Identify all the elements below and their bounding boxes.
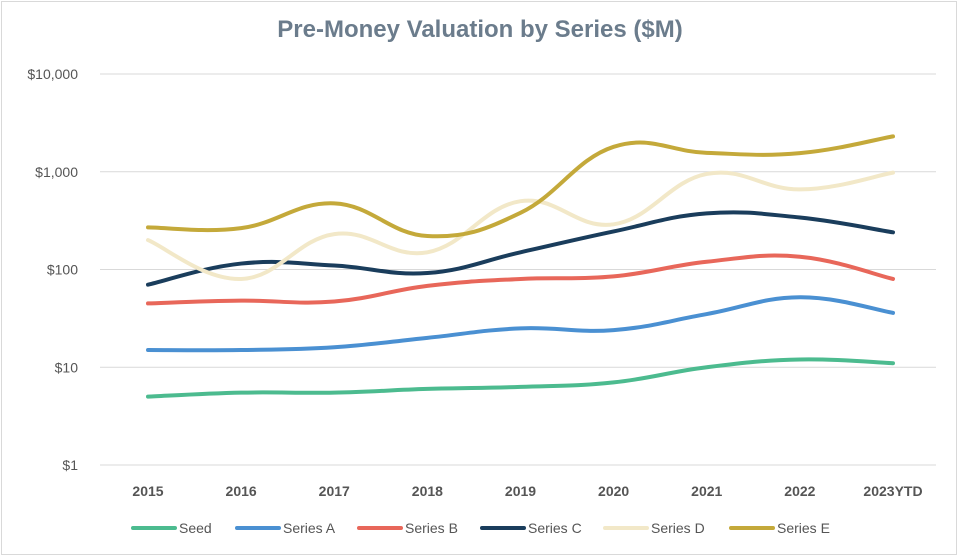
legend-label-seed: Seed	[179, 520, 212, 536]
series-line-series-b	[146, 253, 895, 306]
legend-label-series-e: Series E	[777, 520, 830, 536]
y-tick-label: $1	[62, 457, 78, 473]
y-tick-label: $10	[55, 359, 79, 375]
legend-label-series-b: Series B	[405, 520, 458, 536]
x-tick-label: 2023YTD	[863, 483, 922, 499]
x-tick-label: 2017	[319, 483, 350, 499]
legend-label-series-d: Series D	[651, 520, 705, 536]
legend-label-series-c: Series C	[528, 520, 582, 536]
series-line-series-a	[146, 295, 895, 353]
x-tick-label: 2016	[226, 483, 257, 499]
y-tick-label: $100	[47, 262, 78, 278]
x-tick-label: 2020	[598, 483, 629, 499]
x-tick-label: 2018	[412, 483, 443, 499]
legend: Seed Series A Series B Series C Series D Seri…	[131, 520, 830, 536]
x-tick-label: 2022	[784, 483, 815, 499]
chart-title: Pre-Money Valuation by Series ($M)	[277, 16, 683, 43]
series-line-series-d	[146, 170, 895, 281]
x-tick-label: 2021	[691, 483, 722, 499]
legend-label-series-a: Series A	[283, 520, 336, 536]
series-lines	[146, 134, 895, 399]
y-tick-label: $10,000	[27, 66, 78, 82]
x-tick-label: 2015	[132, 483, 163, 499]
series-line-series-c	[146, 210, 895, 287]
x-tick-label: 2019	[505, 483, 536, 499]
x-axis-ticks: 2015 2016 2017 2018 2019 2020 2021 2022 2023YTD	[132, 483, 922, 499]
series-line-series-e	[146, 134, 895, 239]
series-line-seed	[146, 357, 895, 399]
y-axis-ticks: $1 $10 $100 $1,000 $10,000	[27, 66, 78, 473]
gridlines	[100, 73, 936, 466]
y-tick-label: $1,000	[35, 164, 78, 180]
